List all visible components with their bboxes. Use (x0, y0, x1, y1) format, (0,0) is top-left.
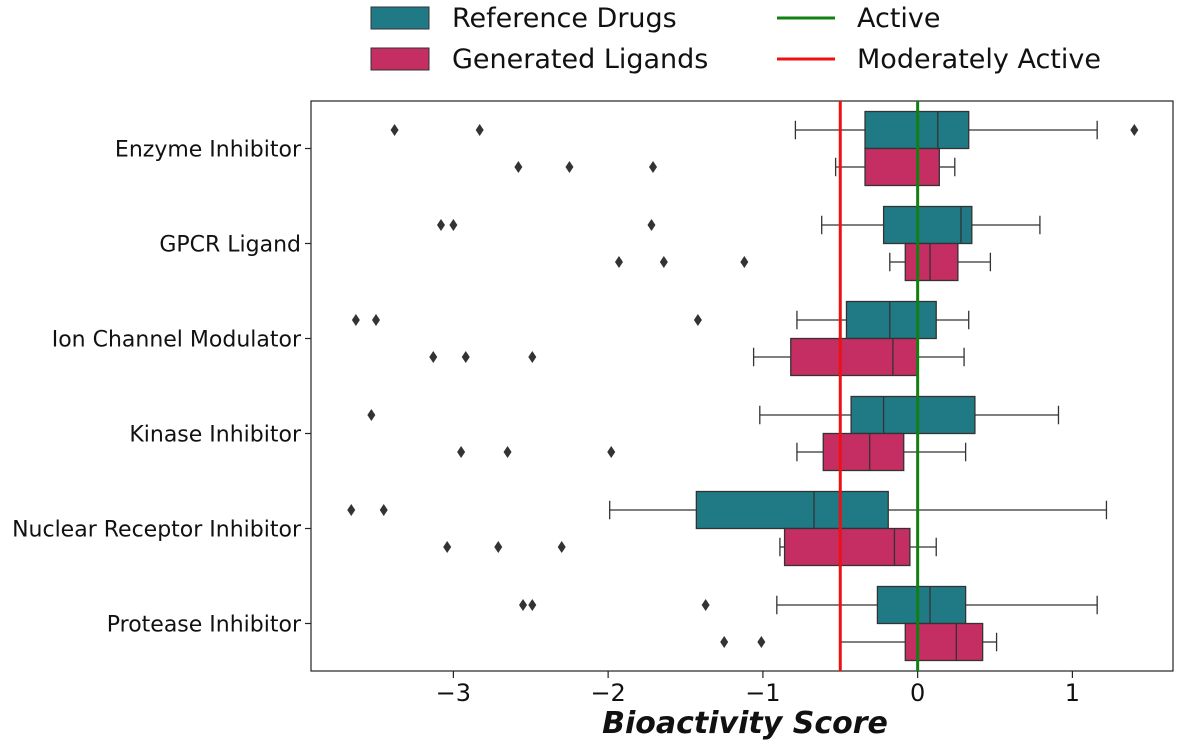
outlier-point (379, 504, 388, 516)
y-tick-label: GPCR Ligand (159, 233, 301, 258)
x-tick-label: 1 (1065, 679, 1080, 707)
legend-label-reference-drugs: Reference Drugs (452, 3, 677, 34)
outlier-point (494, 541, 503, 553)
outlier-point (443, 541, 452, 553)
outlier-point (367, 409, 376, 421)
iqr-box (845, 300, 937, 340)
legend-label-generated-ligands: Generated Ligands (452, 44, 708, 75)
outlier-point (647, 219, 656, 231)
iqr-box (850, 395, 976, 435)
outlier-point (503, 446, 512, 458)
y-tick-label: Enzyme Inhibitor (115, 138, 302, 163)
outlier-point (514, 161, 523, 173)
outlier-point (429, 351, 438, 363)
legend-swatch-reference-drugs (370, 6, 430, 30)
x-axis: −3 −2 −1 0 1 (436, 671, 1080, 707)
outlier-point (659, 256, 668, 268)
iqr-box (904, 242, 959, 282)
outlier-point (390, 124, 399, 136)
y-tick-label: Protease Inhibitor (107, 613, 302, 638)
outlier-point (740, 256, 749, 268)
outlier-point (528, 351, 537, 363)
outlier-point (720, 636, 729, 648)
box-reference-1 (436, 205, 1041, 245)
outlier-point (565, 161, 574, 173)
outlier-point (693, 314, 702, 326)
legend: Reference Drugs Generated Ligands Active… (370, 3, 1101, 75)
outlier-point (701, 599, 710, 611)
legend-swatch-generated-ligands (370, 47, 430, 71)
outlier-point (528, 599, 537, 611)
iqr-box (882, 205, 973, 245)
box-reference-2 (351, 300, 970, 340)
box-generated-2 (429, 337, 965, 377)
outlier-point (436, 219, 445, 231)
outlier-point (461, 351, 470, 363)
outlier-point (457, 446, 466, 458)
outlier-point (1130, 124, 1139, 136)
x-tick-label: −3 (436, 679, 471, 707)
outlier-point (351, 314, 360, 326)
plot-area (310, 100, 1174, 672)
x-tick-label: −2 (590, 679, 625, 707)
x-tick-label: 0 (910, 679, 925, 707)
outlier-point (757, 636, 766, 648)
y-tick-label: Nuclear Receptor Inhibitor (12, 518, 302, 543)
iqr-box (822, 432, 905, 472)
outlier-point (475, 124, 484, 136)
box-reference-4 (347, 490, 1108, 530)
box-generated-1 (614, 242, 992, 282)
iqr-box (695, 490, 889, 530)
iqr-box (790, 337, 919, 377)
box-generated-3 (457, 432, 967, 472)
outlier-point (557, 541, 566, 553)
y-tick-label: Ion Channel Modulator (52, 328, 302, 353)
outlier-point (607, 446, 616, 458)
x-tick-label: −1 (745, 679, 780, 707)
outlier-point (347, 504, 356, 516)
legend-label-moderately-active: Moderately Active (857, 44, 1101, 75)
box-reference-5 (519, 585, 1098, 625)
outlier-point (614, 256, 623, 268)
iqr-box (783, 527, 911, 567)
box-reference-3 (367, 395, 1060, 435)
reference-lines (838, 101, 920, 671)
x-axis-label: Bioactivity Score (602, 706, 888, 741)
box-groups (347, 110, 1139, 662)
legend-label-active: Active (857, 3, 941, 34)
y-tick-label: Kinase Inhibitor (129, 423, 302, 448)
y-axis-category-labels: Enzyme Inhibitor GPCR Ligand Ion Channel M… (12, 138, 311, 638)
outlier-point (371, 314, 380, 326)
box-generated-4 (443, 527, 937, 567)
iqr-box (876, 585, 967, 625)
outlier-point (649, 161, 658, 173)
outlier-point (519, 599, 528, 611)
outlier-point (449, 219, 458, 231)
iqr-box (864, 147, 940, 187)
